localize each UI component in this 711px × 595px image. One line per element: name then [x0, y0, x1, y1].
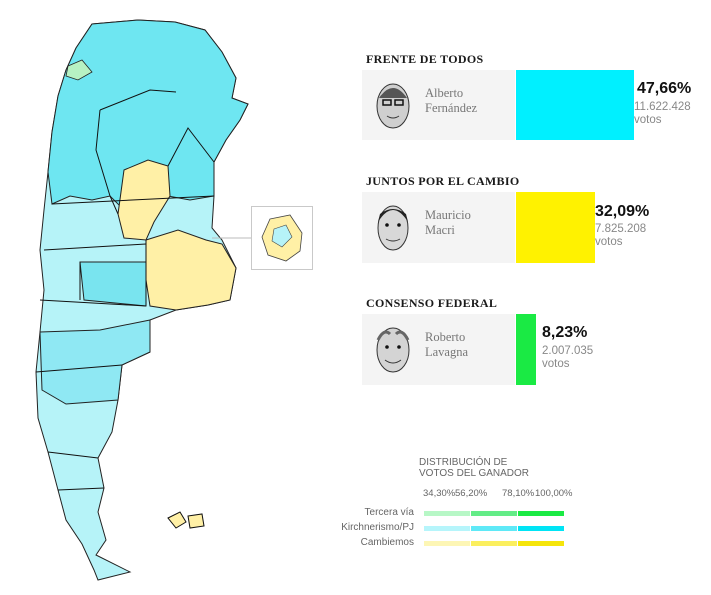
- inset-map: [261, 214, 303, 262]
- south-region: [39, 319, 151, 405]
- vote-percent: 32,09%: [595, 203, 650, 220]
- candidate-card: Roberto Lavagna: [362, 314, 515, 385]
- party-name: JUNTOS POR EL CAMBIO: [366, 174, 520, 188]
- legend-swatch: [471, 511, 517, 516]
- candidate-first-name: Roberto: [425, 330, 466, 344]
- legend-swatch: [518, 526, 564, 531]
- legend-title-line2: VOTOS DEL GANADOR: [419, 468, 530, 479]
- argentina-results-map: [35, 19, 251, 581]
- malvinas-islands: [167, 511, 205, 529]
- candidate-last-name: Lavagna: [425, 345, 469, 359]
- candidate-card: Mauricio Macri: [362, 192, 515, 263]
- party-name: CONSENSO FEDERAL: [366, 296, 498, 310]
- candidate-first-name: Mauricio: [425, 208, 471, 222]
- vote-count: 2.007.035: [542, 345, 594, 357]
- legend-tick: 34,30%: [423, 488, 456, 499]
- buenos-aires-cambiemos: [145, 229, 237, 311]
- result-bar: [516, 192, 595, 263]
- province-borders: [35, 89, 215, 491]
- votes-label: votos: [595, 236, 623, 248]
- legend-swatch: [518, 541, 564, 546]
- party-name: FRENTE DE TODOS: [366, 52, 484, 66]
- result-bar: [516, 314, 536, 385]
- legend-title-line1: DISTRIBUCIÓN DE: [419, 457, 508, 468]
- legend-swatch: [424, 541, 470, 546]
- legend-tick: 56,20%: [455, 488, 488, 499]
- legend-swatch: [471, 541, 517, 546]
- legend-swatch: [518, 511, 564, 516]
- candidate-first-name: Alberto: [425, 86, 464, 100]
- legend-swatch: [424, 526, 470, 531]
- candidate-portrait: [377, 205, 409, 251]
- pampa-region: [79, 261, 147, 307]
- vote-count: 11.622.428: [634, 101, 691, 113]
- legend-row-label: Cambiemos: [360, 537, 414, 548]
- candidate-portrait: [376, 83, 410, 129]
- buenos-aires-inset: [251, 206, 313, 270]
- vote-count: 7.825.208: [595, 223, 647, 235]
- legend-tick: 78,10%: [502, 488, 535, 499]
- votes-label: votos: [542, 358, 570, 370]
- legend-title: DISTRIBUCIÓN DE VOTOS DEL GANADOR: [419, 457, 529, 479]
- vote-percent: 8,23%: [542, 324, 588, 341]
- result-bar: [516, 70, 634, 140]
- votes-label: votos: [634, 114, 662, 126]
- tercera-via-area: [65, 59, 93, 81]
- candidate-card: Alberto Fernández: [362, 70, 515, 140]
- candidate-last-name: Fernández: [425, 101, 478, 115]
- legend-row-label: Tercera vía: [364, 507, 414, 518]
- legend-swatch: [424, 511, 470, 516]
- candidate-last-name: Macri: [425, 223, 455, 237]
- cordoba-cambiemos: [117, 159, 171, 241]
- candidate-portrait: [376, 327, 410, 373]
- vote-percent: 47,66%: [637, 80, 692, 97]
- legend-swatch: [471, 526, 517, 531]
- legend-row-label: Kirchnerismo/PJ: [341, 522, 414, 533]
- legend-tick: 100,00%: [535, 488, 573, 499]
